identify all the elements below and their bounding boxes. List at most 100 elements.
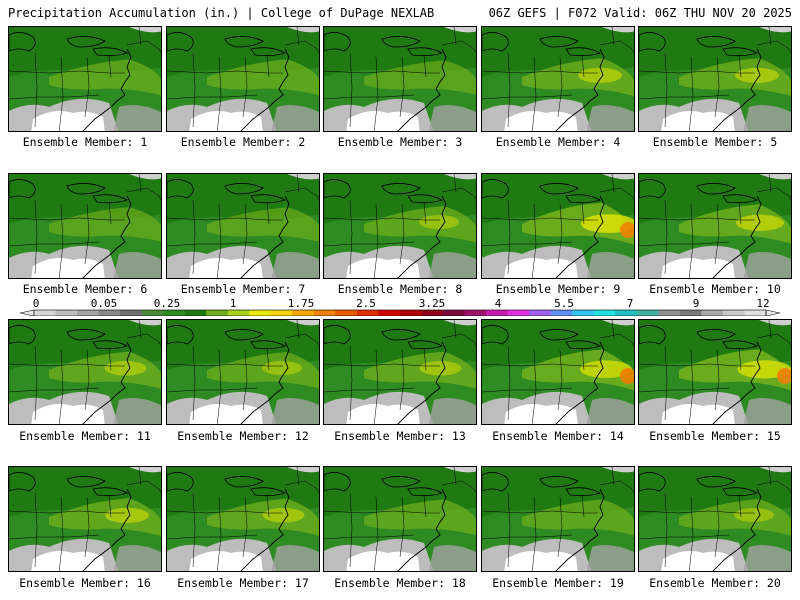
- colorbar-segment: [184, 310, 207, 316]
- coastline: [397, 48, 447, 131]
- state-border: [9, 241, 100, 247]
- colorbar-segment: [658, 310, 681, 316]
- ensemble-member-panel: [481, 319, 635, 425]
- ensemble-member-label: Ensemble Member: 15: [649, 429, 781, 443]
- precip-map: [482, 320, 634, 424]
- state-border: [58, 203, 64, 278]
- state-border: [664, 199, 668, 275]
- precip-map: [167, 174, 319, 278]
- coastline: [82, 48, 132, 131]
- state-border: [399, 203, 405, 265]
- state-border: [192, 199, 196, 275]
- dry-region-north: [759, 320, 791, 326]
- state-border: [126, 480, 161, 494]
- state-border: [108, 201, 112, 225]
- dry-region-core: [504, 111, 578, 131]
- state-border: [167, 534, 258, 540]
- colorbar-tick-label: 5.5: [554, 297, 574, 310]
- state-border: [349, 199, 353, 275]
- precip-map: [482, 27, 634, 131]
- precip-field-light: [364, 206, 476, 243]
- state-border: [768, 174, 772, 193]
- state-border: [738, 54, 742, 78]
- state-border: [664, 492, 668, 568]
- precip-field-light: [207, 207, 319, 242]
- ensemble-member-panel: [8, 466, 162, 572]
- colorbar-segment: [443, 310, 465, 316]
- state-border: [324, 70, 440, 74]
- state-border: [216, 203, 222, 278]
- state-border: [167, 94, 258, 100]
- state-border: [507, 492, 511, 568]
- dry-region-core: [31, 551, 105, 571]
- coastline: [397, 488, 447, 571]
- colorbar-segment: [34, 310, 56, 316]
- precip-field-light: [49, 207, 161, 242]
- state-border: [441, 40, 476, 54]
- dry-region-north: [602, 320, 634, 326]
- state-border: [714, 203, 720, 265]
- ensemble-member-panel: [166, 173, 320, 279]
- state-border: [441, 187, 476, 201]
- great-lakes-outline: [324, 472, 443, 497]
- precip-field-max: [620, 222, 634, 238]
- great-lakes-outline: [639, 179, 758, 204]
- state-border: [423, 347, 427, 371]
- state-border: [242, 349, 248, 411]
- state-border: [453, 27, 457, 46]
- coastline: [397, 195, 447, 278]
- ensemble-member-panel: [481, 173, 635, 279]
- state-border: [9, 217, 125, 221]
- state-border: [507, 52, 511, 128]
- colorbar-segment: [636, 310, 659, 316]
- dry-region-core: [189, 111, 263, 131]
- state-border: [58, 56, 64, 131]
- great-lakes-outline: [9, 179, 128, 204]
- state-border: [167, 241, 258, 247]
- ensemble-member-panel: [481, 466, 635, 572]
- precip-map: [482, 467, 634, 571]
- dry-region-core: [31, 404, 105, 424]
- colorbar-segment: [572, 310, 595, 316]
- state-border: [216, 349, 222, 424]
- state-border: [138, 320, 142, 339]
- state-border: [639, 94, 730, 100]
- state-border: [399, 56, 405, 118]
- state-border: [399, 349, 405, 411]
- state-border: [423, 201, 427, 225]
- ensemble-member-label: Ensemble Member: 13: [334, 429, 466, 443]
- colorbar-segment: [550, 310, 573, 316]
- colorbar-segment: [421, 310, 444, 316]
- ensemble-member-label: Ensemble Member: 8: [337, 282, 463, 296]
- state-border: [611, 320, 615, 339]
- precip-field-core: [262, 361, 302, 375]
- state-border: [324, 363, 440, 367]
- state-border: [611, 27, 615, 46]
- state-border: [482, 94, 573, 100]
- dry-region-north: [444, 27, 476, 33]
- state-border: [639, 510, 755, 514]
- state-border: [714, 349, 720, 411]
- state-border: [664, 345, 668, 421]
- state-border: [296, 467, 300, 486]
- coastline: [712, 195, 762, 278]
- precip-field-light: [522, 499, 634, 536]
- state-border: [373, 203, 379, 278]
- state-border: [84, 56, 90, 118]
- ocean-dry-region: [428, 545, 476, 571]
- state-border: [738, 494, 742, 518]
- precip-map: [9, 27, 161, 131]
- ensemble-member-panel: [638, 466, 792, 572]
- colorbar-segment: [249, 310, 272, 316]
- precip-field-core: [580, 360, 632, 378]
- colorbar-segment: [163, 310, 186, 316]
- ensemble-member-label: Ensemble Member: 11: [19, 429, 151, 443]
- state-border: [167, 510, 283, 514]
- state-border: [639, 534, 730, 540]
- coastline: [712, 48, 762, 131]
- state-border: [557, 203, 563, 265]
- state-border: [266, 201, 270, 225]
- state-border: [242, 203, 248, 265]
- state-border: [756, 333, 791, 347]
- state-border: [167, 387, 258, 393]
